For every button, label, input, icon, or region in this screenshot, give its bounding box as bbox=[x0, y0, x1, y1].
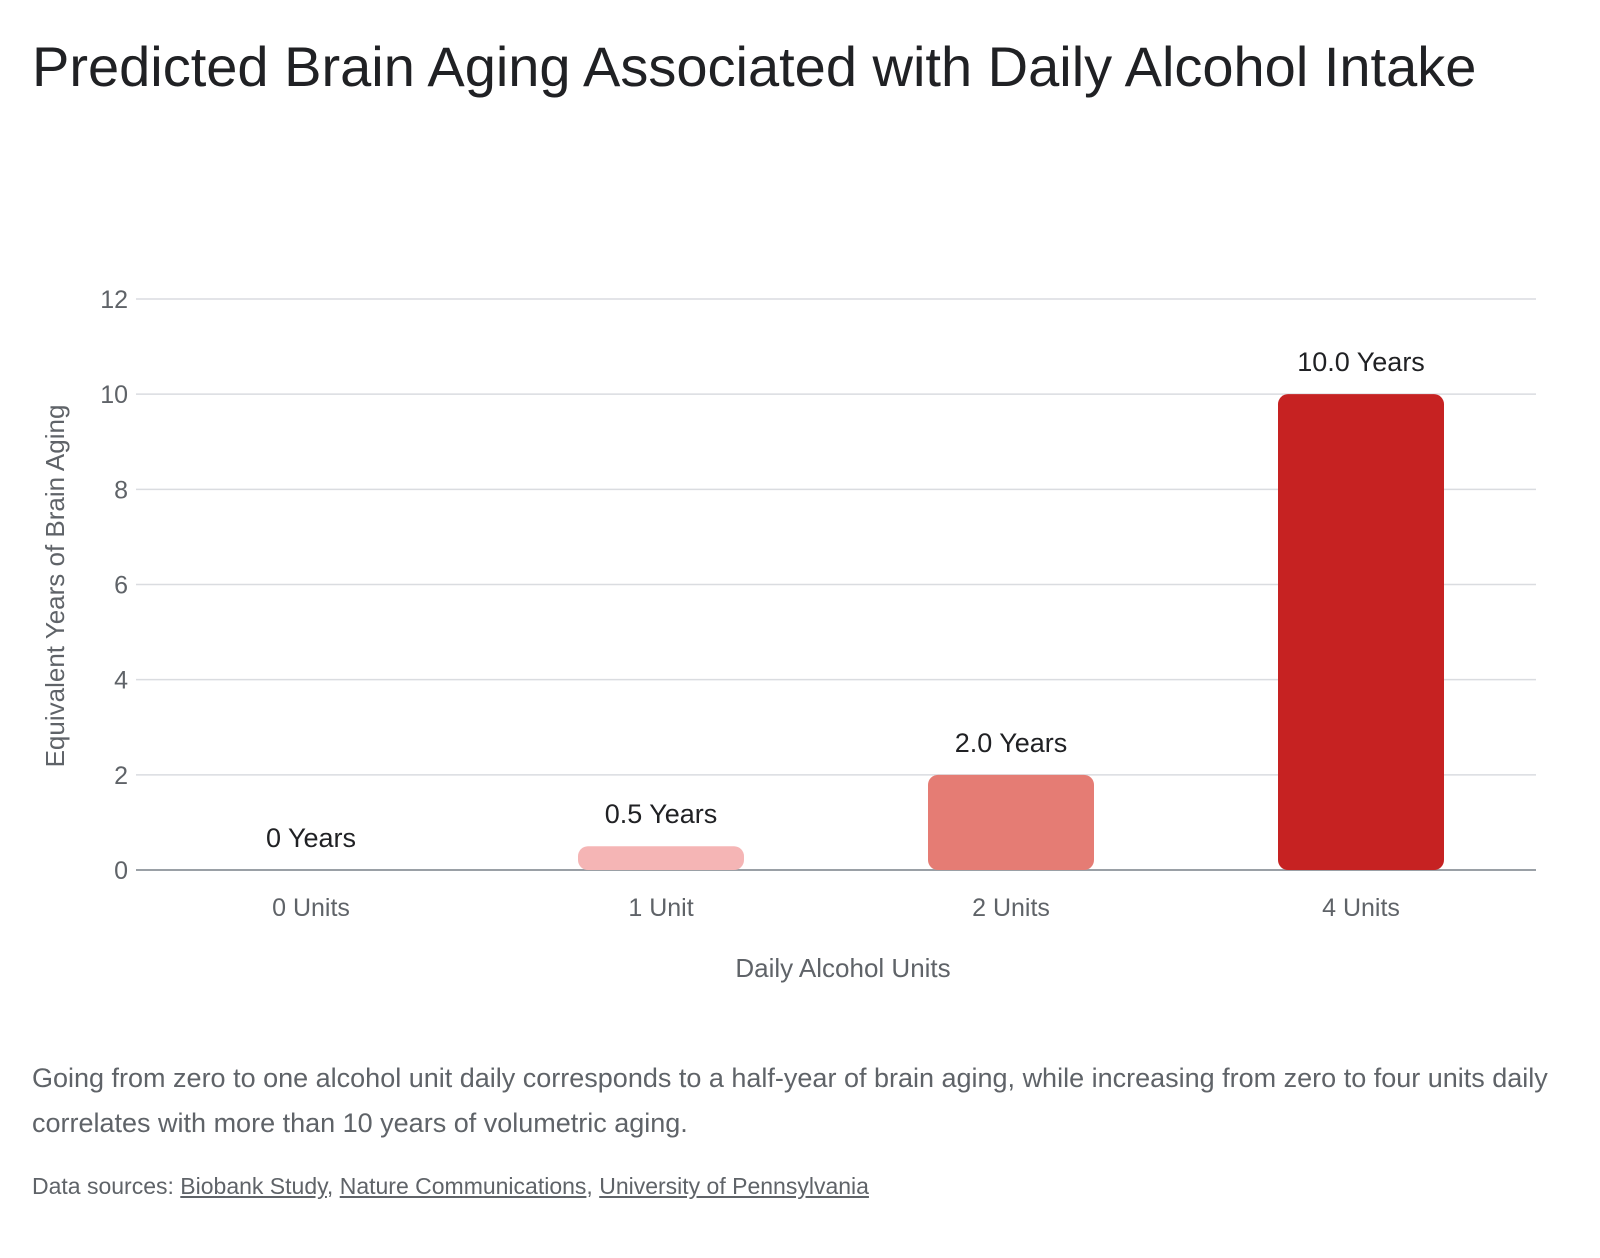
data-sources-prefix: Data sources: bbox=[32, 1173, 174, 1199]
bar bbox=[928, 774, 1094, 870]
data-labels: 0 Years 0.5 Years 2.0 Years 10.0 Years bbox=[266, 347, 1425, 853]
y-tick-label: 8 bbox=[114, 476, 128, 504]
data-sources: Data sources: Biobank Study, Nature Comm… bbox=[32, 1173, 869, 1199]
x-tick-label: 1 Unit bbox=[628, 894, 693, 922]
y-axis-title: Equivalent Years of Brain Aging bbox=[40, 405, 70, 768]
source-link-university-of-pennsylvania[interactable]: University of Pennsylvania bbox=[599, 1173, 869, 1199]
data-label: 10.0 Years bbox=[1297, 347, 1425, 377]
bars bbox=[578, 394, 1444, 870]
bar bbox=[1278, 394, 1444, 870]
y-axis-ticks: 0 2 4 6 8 10 12 bbox=[100, 286, 128, 885]
x-axis-title: Daily Alcohol Units bbox=[735, 953, 950, 983]
bar bbox=[578, 846, 744, 870]
x-tick-label: 2 Units bbox=[972, 894, 1050, 922]
y-tick-label: 6 bbox=[114, 572, 128, 600]
x-axis-ticks: 0 Units 1 Unit 2 Units 4 Units bbox=[272, 894, 1400, 922]
data-label: 0.5 Years bbox=[605, 799, 718, 829]
source-link-biobank-study[interactable]: Biobank Study bbox=[180, 1173, 327, 1199]
y-tick-label: 0 bbox=[114, 857, 128, 885]
y-tick-label: 2 bbox=[114, 762, 128, 790]
x-tick-label: 0 Units bbox=[272, 894, 350, 922]
chart-description: Going from zero to one alcohol unit dail… bbox=[32, 1063, 1548, 1138]
y-tick-label: 4 bbox=[114, 667, 128, 695]
chart-title: Predicted Brain Aging Associated with Da… bbox=[32, 35, 1477, 98]
data-label: 2.0 Years bbox=[955, 728, 1068, 758]
source-link-nature-communications[interactable]: Nature Communications bbox=[339, 1173, 587, 1199]
x-tick-label: 4 Units bbox=[1322, 894, 1400, 922]
y-tick-label: 12 bbox=[100, 286, 128, 314]
bar-chart: 0 2 4 6 8 10 12 0 Years 0.5 Years 2.0 Years 10.0 … bbox=[40, 286, 1536, 983]
data-label: 0 Years bbox=[266, 823, 356, 853]
y-tick-label: 10 bbox=[100, 381, 128, 409]
